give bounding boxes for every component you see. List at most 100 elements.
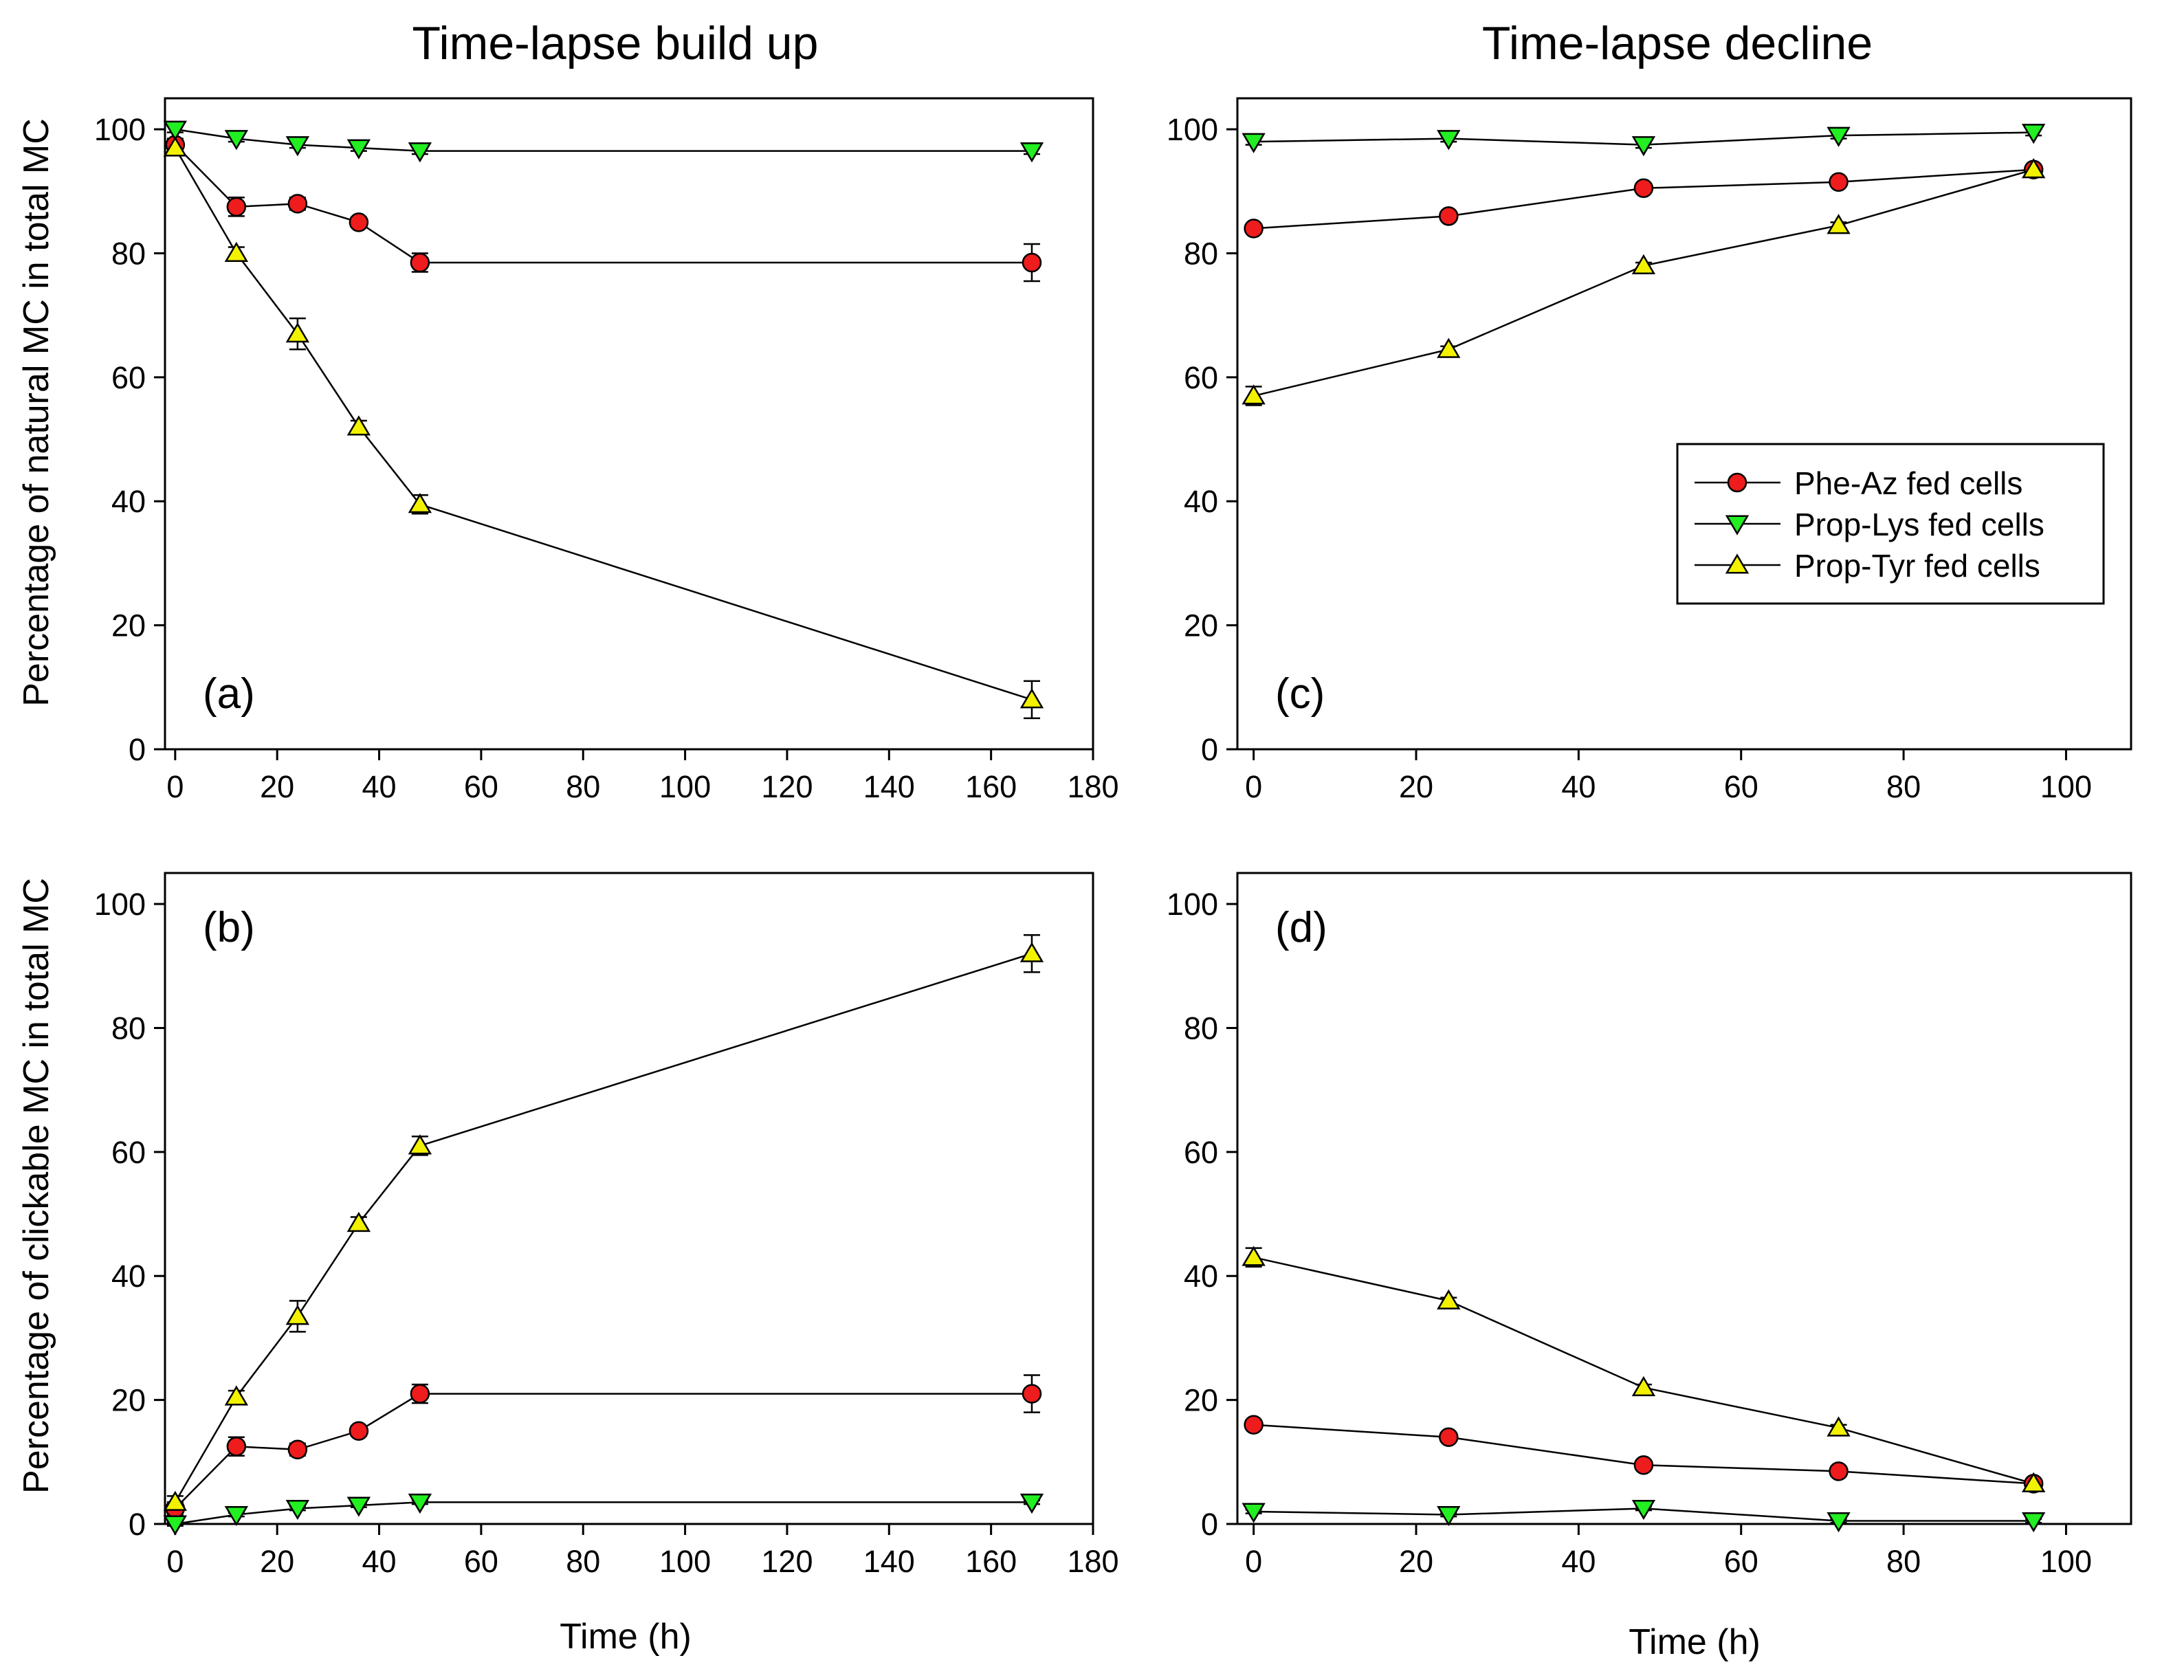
x-tick-label-b-60: 60 [464, 1544, 498, 1579]
x-tick-label-c-40: 40 [1561, 769, 1596, 804]
data-point-d-prop-tyr-fed-cells-48 [1631, 1375, 1656, 1397]
x-tick-label-c-100: 100 [2040, 769, 2092, 804]
data-point-d-phe-az-fed-cells-0 [1244, 1415, 1264, 1435]
data-point-b-prop-lys-fed-cells-0 [163, 1515, 188, 1536]
data-point-d-prop-tyr-fed-cells-0 [1242, 1246, 1266, 1266]
y-tick-label-b-0: 0 [129, 1507, 146, 1542]
data-point-a-prop-tyr-fed-cells-48 [408, 493, 432, 513]
x-tick-label-d-100: 100 [2040, 1544, 2092, 1579]
y-tick-label-b-40: 40 [111, 1259, 146, 1294]
y-tick-label-d-60: 60 [1184, 1135, 1218, 1170]
x-tick-label-b-160: 160 [965, 1544, 1017, 1579]
panel-label-c: (c) [1275, 670, 1325, 718]
data-point-d-prop-tyr-fed-cells-24 [1437, 1289, 1461, 1309]
y-tick-label-a-20: 20 [111, 608, 146, 643]
panel-b: 0 20 40 60 80 100 120 140 160 180 0 20 40 60 80 100 (b) [94, 872, 1119, 1579]
series-line-a-prop-tyr-fed-cells [174, 147, 1033, 701]
panel-label-b: (b) [203, 904, 255, 951]
data-point-a-phe-az-fed-cells-36 [349, 212, 369, 232]
data-point-d-phe-az-fed-cells-72 [1829, 1461, 1849, 1481]
data-point-d-phe-az-fed-cells-48 [1633, 1455, 1654, 1475]
y-tick-label-d-100: 100 [1167, 887, 1218, 922]
data-point-d-prop-lys-fed-cells-0 [1242, 1503, 1266, 1523]
data-point-a-prop-lys-fed-cells-0 [163, 120, 188, 141]
data-point-c-phe-az-fed-cells-24 [1439, 206, 1459, 226]
data-point-b-prop-lys-fed-cells-24 [285, 1499, 310, 1521]
data-point-a-prop-lys-fed-cells-48 [408, 142, 432, 163]
panel-label-d: (d) [1275, 904, 1327, 951]
data-point-a-phe-az-fed-cells-24 [287, 194, 308, 214]
data-point-c-prop-lys-fed-cells-96 [2021, 124, 2046, 144]
y-tick-label-c-100: 100 [1167, 112, 1218, 147]
y-tick-label-b-80: 80 [111, 1010, 146, 1046]
plot-frame-a [164, 97, 1094, 751]
data-point-a-prop-tyr-fed-cells-168 [1019, 688, 1044, 709]
data-point-c-phe-az-fed-cells-72 [1829, 172, 1849, 192]
x-tick-label-d-20: 20 [1399, 1544, 1433, 1579]
x-tick-label-b-0: 0 [166, 1544, 184, 1579]
legend-marker-prop-tyr [1725, 553, 1750, 574]
x-tick-label-c-60: 60 [1724, 769, 1758, 804]
series-line-b-prop-tyr-fed-cells [174, 953, 1033, 1503]
data-point-b-prop-tyr-fed-cells-24 [285, 1305, 310, 1325]
y-tick-label-d-40: 40 [1184, 1259, 1218, 1294]
y-axis-label-natural: Percentage of natural MC in total MC [16, 118, 56, 707]
data-point-a-phe-az-fed-cells-168 [1022, 252, 1042, 273]
data-point-c-prop-lys-fed-cells-0 [1242, 133, 1266, 153]
x-tick-label-b-100: 100 [659, 1544, 711, 1579]
y-tick-label-c-20: 20 [1184, 608, 1218, 643]
data-point-c-prop-lys-fed-cells-48 [1631, 136, 1656, 157]
data-point-b-prop-tyr-fed-cells-48 [408, 1134, 432, 1155]
legend-marker-prop-lys-fed-cells-symbol [1725, 515, 1750, 535]
x-tick-label-a-100: 100 [659, 769, 711, 804]
data-point-b-prop-tyr-fed-cells-168 [1019, 942, 1044, 962]
x-tick-label-d-40: 40 [1561, 1544, 1596, 1579]
x-tick-label-c-20: 20 [1399, 769, 1433, 804]
data-point-d-phe-az-fed-cells-24 [1439, 1427, 1459, 1447]
data-point-a-prop-lys-fed-cells-12 [224, 130, 249, 151]
panel-c: 0 20 40 60 80 100 0 20 40 60 80 100 (c) [1167, 97, 2132, 804]
data-point-d-prop-lys-fed-cells-24 [1437, 1505, 1461, 1527]
data-point-d-prop-tyr-fed-cells-72 [1827, 1416, 1851, 1437]
data-point-d-prop-lys-fed-cells-48 [1631, 1499, 1656, 1521]
data-point-c-prop-tyr-fed-cells-72 [1827, 214, 1851, 234]
data-point-b-prop-lys-fed-cells-36 [346, 1496, 371, 1517]
panel-a: 0 20 40 60 80 100 120 140 160 180 0 20 40 60 80 100 (a) [94, 97, 1119, 804]
data-point-a-prop-tyr-fed-cells-36 [346, 415, 371, 436]
data-point-b-prop-tyr-fed-cells-0 [163, 1490, 188, 1511]
x-tick-label-a-20: 20 [260, 769, 294, 804]
legend-label-phe-az: Phe-Az fed cells [1794, 465, 2022, 501]
data-point-b-prop-tyr-fed-cells-36 [346, 1211, 371, 1233]
data-point-a-prop-tyr-fed-cells-12 [224, 241, 249, 262]
x-tick-label-b-180: 180 [1067, 1544, 1118, 1579]
plot-frame-d [1236, 872, 2132, 1525]
x-tick-label-d-0: 0 [1245, 1544, 1262, 1579]
series-line-b-prop-lys-fed-cells [175, 1501, 1032, 1525]
data-point-b-phe-az-fed-cells-168 [1022, 1384, 1042, 1404]
x-tick-label-b-140: 140 [863, 1544, 915, 1579]
data-point-c-prop-tyr-fed-cells-48 [1631, 254, 1656, 275]
x-tick-label-a-120: 120 [761, 769, 813, 804]
x-axis-label-right: Time (h) [1629, 1622, 1761, 1662]
legend-label-prop-tyr: Prop-Tyr fed cells [1794, 548, 2040, 584]
data-point-c-phe-az-fed-cells-0 [1244, 219, 1264, 239]
data-point-a-prop-lys-fed-cells-24 [285, 136, 310, 157]
y-tick-label-a-80: 80 [111, 236, 146, 271]
x-tick-label-a-40: 40 [362, 769, 397, 804]
data-point-d-prop-tyr-fed-cells-96 [2021, 1472, 2046, 1492]
data-point-c-prop-tyr-fed-cells-0 [1242, 384, 1266, 405]
y-tick-label-a-0: 0 [129, 732, 146, 767]
data-point-b-prop-lys-fed-cells-48 [408, 1493, 432, 1514]
x-tick-label-a-80: 80 [566, 769, 600, 804]
data-point-a-phe-az-fed-cells-12 [226, 197, 247, 217]
data-point-b-phe-az-fed-cells-24 [287, 1439, 308, 1460]
panel-label-a: (a) [203, 670, 255, 718]
data-point-b-phe-az-fed-cells-12 [226, 1437, 247, 1457]
legend: Phe-Az fed cells Prop-Lys fed cells Prop… [1676, 443, 2105, 605]
data-point-c-phe-az-fed-cells-48 [1633, 178, 1654, 199]
x-tick-label-a-0: 0 [166, 769, 184, 804]
series-line-a-phe-az-fed-cells [174, 144, 1032, 264]
y-tick-label-a-40: 40 [111, 484, 146, 519]
data-point-b-prop-lys-fed-cells-168 [1019, 1493, 1044, 1514]
plot-frame-c [1236, 97, 2132, 751]
